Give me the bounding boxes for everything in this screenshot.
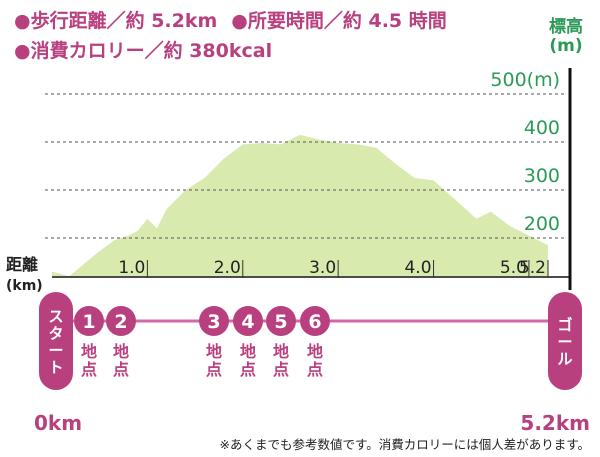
point-3-marker bbox=[199, 306, 229, 336]
y-tick-label: 300 bbox=[524, 165, 560, 187]
x-tick-label: 5.2 bbox=[519, 258, 546, 278]
point-3-label-char: 地 bbox=[206, 342, 222, 361]
y-tick-label: 200 bbox=[524, 213, 560, 235]
start-pill bbox=[39, 292, 73, 390]
point-2-marker bbox=[106, 306, 136, 336]
point-2-label-char: 地 bbox=[113, 342, 129, 361]
start-km-label: 0km bbox=[34, 411, 82, 435]
distance-stat: ●歩行距離／約 5.2km bbox=[14, 10, 218, 32]
point-2-label-char: 点 bbox=[113, 360, 129, 379]
goal-km-label: 5.2km bbox=[520, 411, 590, 435]
goal-label-char: ー bbox=[557, 333, 572, 351]
goal-label-char: ル bbox=[557, 350, 572, 368]
x-tick-label: 2.0 bbox=[214, 258, 241, 278]
calorie-stat: ●消費カロリー／約 380kcal bbox=[14, 40, 273, 62]
time-stat: ●所要時間／約 4.5 時間 bbox=[231, 10, 447, 32]
x-tick-label: 3.0 bbox=[309, 258, 336, 278]
elevation-area bbox=[52, 134, 548, 277]
y-tick-label: 400 bbox=[524, 117, 560, 139]
point-5-number: 5 bbox=[274, 311, 287, 333]
x-tick-label: 4.0 bbox=[404, 258, 431, 278]
point-1-label-char: 地 bbox=[81, 342, 97, 361]
point-3-label-char: 点 bbox=[206, 360, 222, 379]
start-label-char: タ bbox=[48, 325, 63, 343]
x-axis-unit: (km) bbox=[6, 278, 43, 294]
y-axis-unit: (m) bbox=[549, 36, 583, 56]
goal-label-char: ゴ bbox=[557, 316, 572, 334]
point-3-number: 3 bbox=[207, 311, 220, 333]
x-tick-label: 1.0 bbox=[118, 258, 145, 278]
y-tick-label: 500(m) bbox=[490, 69, 560, 91]
start-label-char: ー bbox=[48, 342, 63, 360]
point-6-marker bbox=[300, 306, 330, 336]
point-1-label-char: 点 bbox=[81, 360, 97, 379]
point-4-marker bbox=[233, 306, 263, 336]
point-2-number: 2 bbox=[114, 311, 127, 333]
y-axis-title: 標高 bbox=[549, 17, 583, 37]
point-1-marker bbox=[74, 306, 104, 336]
point-5-label-char: 地 bbox=[273, 342, 289, 361]
start-label-char: ス bbox=[48, 308, 63, 326]
point-4-label-char: 点 bbox=[240, 360, 256, 379]
summary-stats: ●歩行距離／約 5.2km ●所要時間／約 4.5 時間 ●消費カロリー／約 38… bbox=[14, 6, 447, 66]
x-axis-title: 距離 bbox=[6, 255, 38, 274]
point-4-number: 4 bbox=[241, 311, 254, 333]
point-5-label-char: 点 bbox=[273, 360, 289, 379]
point-6-label-char: 地 bbox=[307, 342, 323, 361]
point-6-number: 6 bbox=[308, 311, 321, 333]
point-5-marker bbox=[266, 306, 296, 336]
point-6-label-char: 点 bbox=[307, 360, 323, 379]
point-4-label-char: 地 bbox=[240, 342, 256, 361]
start-label-char: ト bbox=[48, 359, 63, 377]
disclaimer-note: ※あくまでも参考数値です。消費カロリーには個人差があります。 bbox=[219, 437, 590, 452]
point-1-number: 1 bbox=[82, 311, 95, 333]
x-tick-label: 5.0 bbox=[500, 258, 527, 278]
goal-pill bbox=[548, 292, 582, 390]
